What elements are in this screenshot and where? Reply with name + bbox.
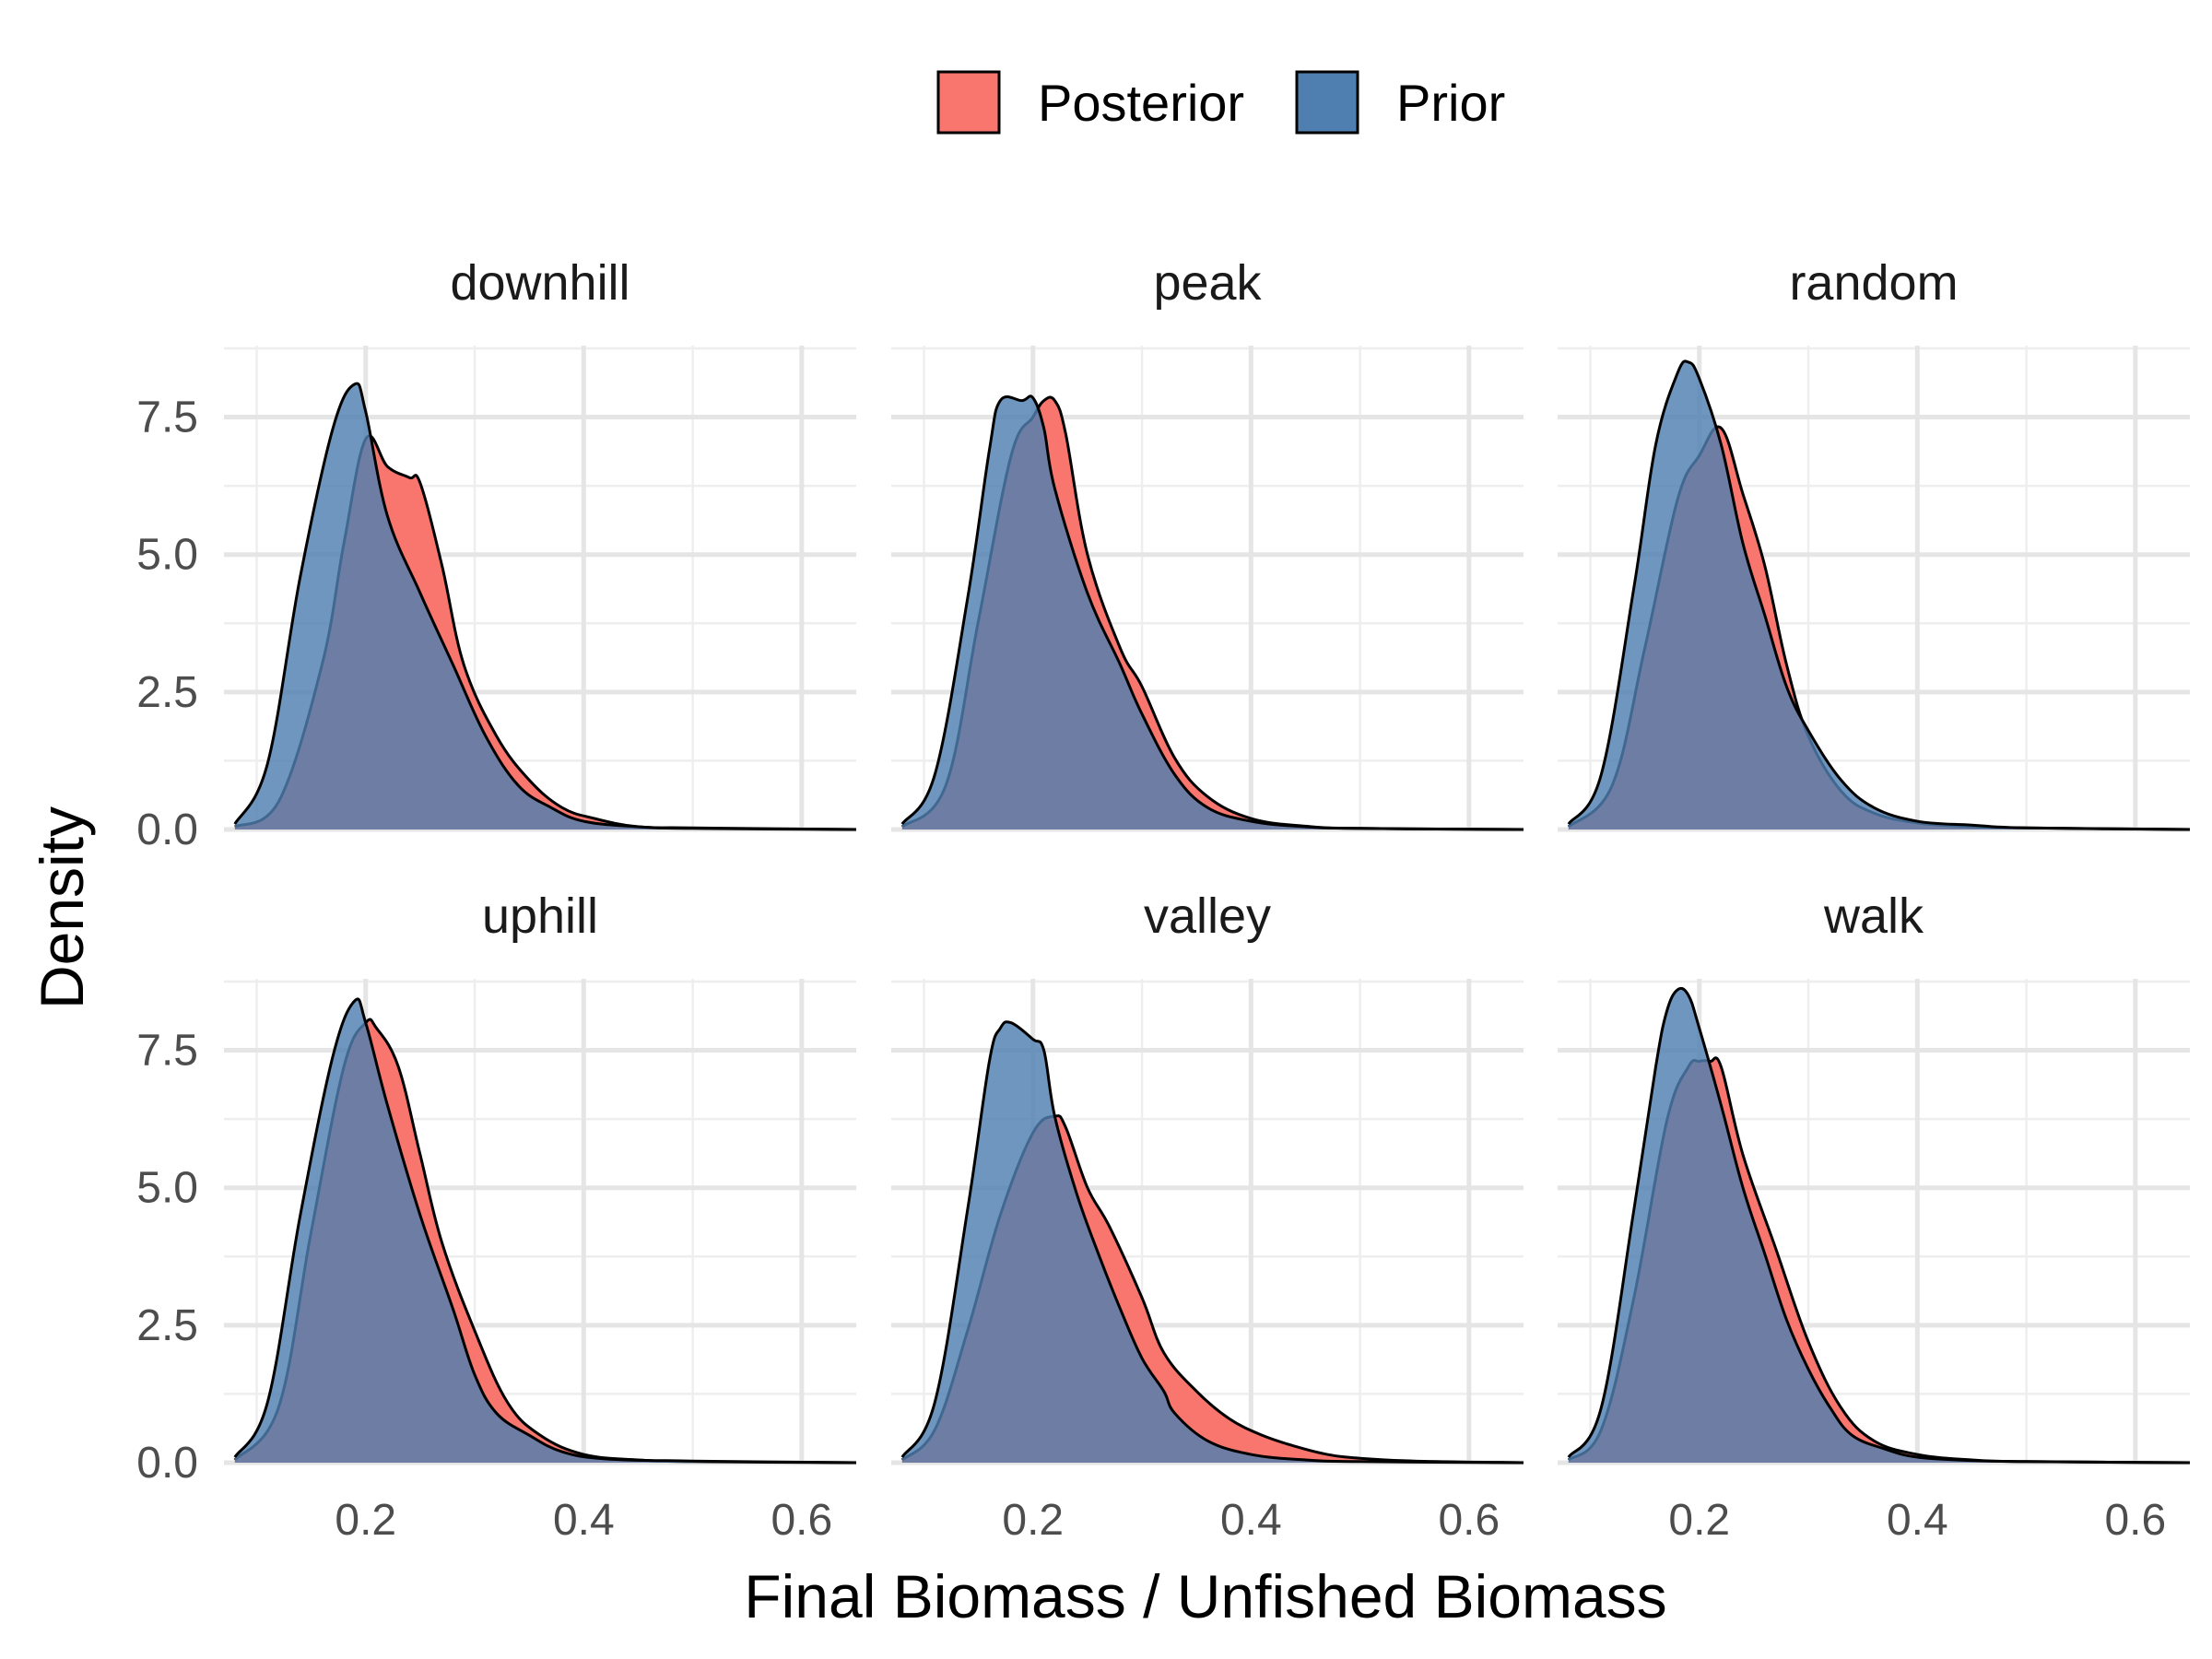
density-line-prior xyxy=(233,997,857,1465)
facet-peak: peak xyxy=(891,255,1524,832)
x-tick-label: 0.6 xyxy=(771,1496,832,1545)
facet-strip-label: walk xyxy=(1823,888,1924,944)
facet-strip-label: downhill xyxy=(450,255,629,311)
x-tick-label: 0.4 xyxy=(1887,1496,1948,1545)
y-tick-label: 7.5 xyxy=(136,394,198,442)
facet-strip-label: peak xyxy=(1153,255,1262,311)
facet-strip-label: uphill xyxy=(482,888,598,944)
legend: Posterior Prior xyxy=(936,70,1505,135)
y-axis-title: Density xyxy=(28,806,96,1009)
facet-walk: walk 0.2 0.4 0.6 xyxy=(1558,888,2191,1545)
y-tick-label: 5.0 xyxy=(136,531,198,580)
facet-strip-label: random xyxy=(1789,255,1958,311)
y-tick-label: 5.0 xyxy=(136,1164,198,1213)
facet-valley: valley 0.2 0.4 0.6 xyxy=(891,888,1524,1545)
facet-uphill: uphill 0.0 2.5 5.0 7.5 0.2 0.4 0.6 xyxy=(136,888,857,1545)
density-area-prior xyxy=(1568,988,2190,1463)
facet-downhill: downhill 0.0 2.5 5.0 7.5 xyxy=(136,255,857,854)
y-tick-label: 0.0 xyxy=(136,806,198,854)
x-axis-title: Final Biomass / Unfished Biomass xyxy=(744,1562,1666,1630)
density-line-prior xyxy=(233,382,857,831)
legend-label-prior: Prior xyxy=(1396,74,1505,132)
legend-key-prior xyxy=(1295,70,1359,135)
x-tick-label: 0.2 xyxy=(1668,1496,1730,1545)
x-tick-label: 0.6 xyxy=(2104,1496,2166,1545)
density-line-prior xyxy=(1567,986,2191,1465)
x-tick-label: 0.6 xyxy=(1438,1496,1500,1545)
density-line-prior xyxy=(1567,359,2191,831)
y-tick-label: 7.5 xyxy=(136,1027,198,1076)
y-tick-label: 2.5 xyxy=(136,668,198,717)
x-tick-label: 0.2 xyxy=(335,1496,396,1545)
x-tick-label: 0.4 xyxy=(553,1496,615,1545)
density-line-prior xyxy=(900,1020,1524,1465)
legend-label-posterior: Posterior xyxy=(1038,74,1244,132)
y-tick-label: 0.0 xyxy=(136,1439,198,1488)
density-area-prior xyxy=(901,1021,1524,1463)
facet-strip-label: valley xyxy=(1144,888,1271,944)
density-area-prior xyxy=(1568,360,2190,830)
facet-random: random xyxy=(1558,255,2191,832)
legend-key-posterior xyxy=(936,70,1001,135)
y-tick-label: 2.5 xyxy=(136,1301,198,1350)
density-area-prior xyxy=(901,395,1524,830)
density-area-prior xyxy=(234,383,856,830)
x-tick-label: 0.2 xyxy=(1002,1496,1064,1545)
x-tick-label: 0.4 xyxy=(1220,1496,1282,1545)
density-line-prior xyxy=(900,394,1524,831)
facet-panels: downhill 0.0 2.5 5.0 7.5 peak random uphill 0.0 2… xyxy=(136,255,2191,1545)
